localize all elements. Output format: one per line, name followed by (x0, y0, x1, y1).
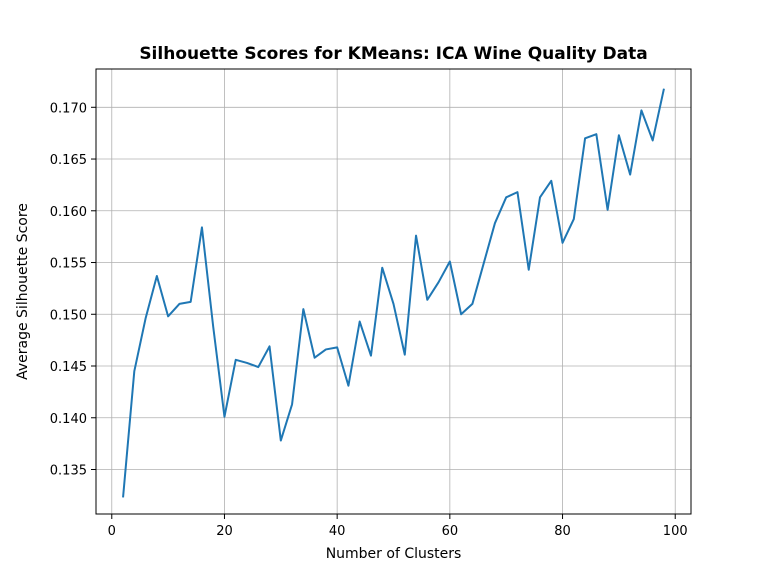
y-tick-label: 0.140 (50, 412, 87, 427)
y-tick-label: 0.150 (50, 308, 87, 323)
y-tick-label: 0.165 (50, 153, 87, 168)
y-tick-label: 0.170 (50, 101, 87, 116)
x-axis-label: Number of Clusters (326, 546, 462, 562)
grid-lines (96, 69, 691, 514)
x-tick-label: 0 (108, 524, 116, 539)
x-tick-label: 80 (554, 524, 571, 539)
x-tick-label: 60 (442, 524, 459, 539)
y-tick-label: 0.160 (50, 205, 87, 220)
x-tick-label: 40 (329, 524, 346, 539)
x-tick-label: 100 (663, 524, 688, 539)
axes-frame (95, 68, 692, 515)
y-tick-label: 0.145 (50, 360, 87, 375)
ticks: 0 20 40 60 80 100 0.135 0.140 0.145 0.150 0.155 0.1… (50, 101, 688, 539)
series-line (122, 88, 665, 498)
y-tick-label: 0.155 (50, 257, 87, 272)
plot-area (122, 88, 665, 498)
y-tick-label: 0.135 (50, 464, 87, 479)
chart-title: Silhouette Scores for KMeans: ICA Wine Q… (139, 44, 647, 64)
x-tick-label: 20 (216, 524, 233, 539)
y-axis-label: Average Silhouette Score (15, 203, 31, 380)
